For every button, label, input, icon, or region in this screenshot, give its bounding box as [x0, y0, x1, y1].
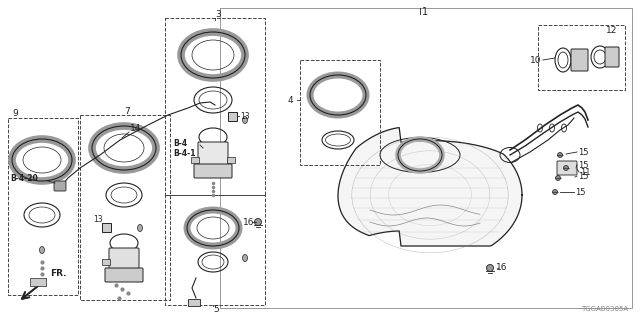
- Text: 13: 13: [240, 111, 250, 121]
- Ellipse shape: [255, 219, 262, 226]
- Ellipse shape: [40, 246, 45, 253]
- Ellipse shape: [556, 175, 561, 180]
- FancyBboxPatch shape: [109, 248, 139, 270]
- Text: 12: 12: [606, 26, 618, 35]
- Text: B-4-1: B-4-1: [173, 148, 195, 157]
- FancyBboxPatch shape: [188, 299, 200, 306]
- Text: 9: 9: [12, 108, 18, 117]
- Text: 15: 15: [575, 188, 586, 196]
- FancyBboxPatch shape: [191, 157, 199, 163]
- Text: 3: 3: [215, 10, 221, 19]
- FancyBboxPatch shape: [105, 268, 143, 282]
- Text: 16: 16: [243, 218, 255, 227]
- Text: 15: 15: [578, 161, 589, 170]
- Ellipse shape: [138, 225, 143, 231]
- FancyBboxPatch shape: [194, 164, 232, 178]
- Text: 16: 16: [496, 263, 508, 273]
- Text: 7: 7: [124, 107, 130, 116]
- Text: 15: 15: [578, 148, 589, 156]
- Text: 13: 13: [93, 214, 102, 223]
- Text: 5: 5: [213, 306, 219, 315]
- FancyBboxPatch shape: [557, 161, 577, 175]
- FancyBboxPatch shape: [198, 142, 228, 166]
- Text: B-4: B-4: [173, 139, 187, 148]
- FancyBboxPatch shape: [30, 278, 46, 286]
- FancyBboxPatch shape: [102, 259, 110, 265]
- Text: B-4-20: B-4-20: [10, 173, 38, 182]
- FancyBboxPatch shape: [54, 181, 66, 191]
- Ellipse shape: [243, 254, 248, 261]
- Text: 11: 11: [580, 167, 591, 177]
- Text: FR.: FR.: [50, 269, 67, 278]
- Ellipse shape: [557, 153, 563, 157]
- FancyBboxPatch shape: [605, 47, 619, 67]
- Ellipse shape: [243, 116, 248, 124]
- FancyBboxPatch shape: [102, 223, 111, 232]
- Ellipse shape: [563, 165, 568, 171]
- FancyBboxPatch shape: [227, 157, 235, 163]
- Text: 15: 15: [578, 172, 589, 180]
- Ellipse shape: [486, 265, 493, 271]
- FancyBboxPatch shape: [228, 112, 237, 121]
- Text: 4: 4: [288, 95, 294, 105]
- Text: TGGAB0305A: TGGAB0305A: [581, 306, 628, 312]
- Text: 10: 10: [530, 55, 541, 65]
- Text: 14: 14: [130, 124, 141, 132]
- Polygon shape: [338, 128, 522, 246]
- Text: 1: 1: [422, 7, 428, 17]
- FancyBboxPatch shape: [571, 49, 588, 71]
- Ellipse shape: [552, 189, 557, 195]
